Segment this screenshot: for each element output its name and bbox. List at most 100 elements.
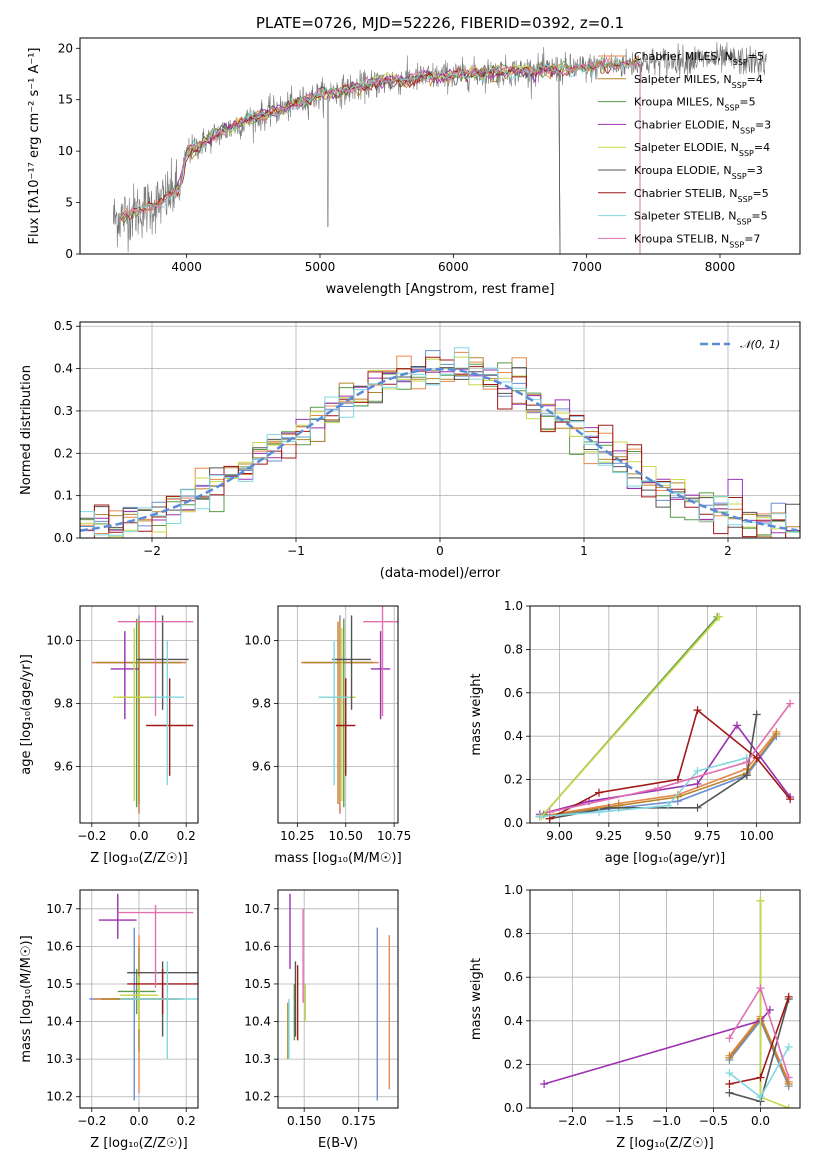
- histogram-step: [80, 356, 800, 538]
- panel-mass-vs-EBV: 0.150 0.175 10.2 10.3 10.4 10.5 10.6 10.7 E(B-V): [244, 889, 399, 1151]
- errorbar-point: [363, 606, 398, 717]
- x-tick-label: 9.75: [694, 829, 721, 843]
- errorbar-point: [117, 905, 194, 988]
- y-tick-label: 1.0: [504, 883, 523, 897]
- errorbar-point: [117, 968, 156, 1015]
- x-axis-label: (data-model)/error: [380, 566, 501, 581]
- x-tick-label: 10.00: [739, 829, 773, 843]
- legend-label: Kroupa ELODIE, NSSP=3: [634, 164, 763, 181]
- y-tick-label: 5: [65, 196, 73, 210]
- weight-marker: [752, 710, 761, 719]
- y-tick-label: 9.6: [252, 759, 271, 773]
- weight-marker: [756, 1073, 765, 1082]
- x-tick-label: 0.0: [751, 1114, 770, 1128]
- y-tick-label: 20: [58, 41, 73, 55]
- weight-marker: [784, 1042, 793, 1051]
- y-tick-label: 10.3: [244, 1052, 271, 1066]
- plot-area: [535, 612, 795, 823]
- panel-mass-weight-vs-age: 9.00 9.25 9.50 9.75 10.00 0.0 0.2 0.4 0.6 0.8 1.0 a…: [469, 599, 801, 866]
- panel-spectrum: 4000 5000 6000 7000 8000 0 5 10 15 20 wavelength […: [27, 37, 801, 297]
- x-tick-label: 0.0: [129, 1114, 148, 1128]
- x-tick-label: 8000: [705, 260, 736, 274]
- plot-area: [301, 606, 398, 814]
- weight-marker: [594, 788, 603, 797]
- errorbar-point: [96, 621, 182, 805]
- x-tick-label: 10.25: [280, 829, 314, 843]
- weight-marker: [756, 896, 765, 905]
- spectrum-legend: Chabrier MILES, NSSP=5 Salpeter MILES, NS…: [598, 50, 771, 249]
- panel-age-vs-Z: −0.2 0.0 0.2 9.6 9.8 10.0 Z [log₁₀(Z/Z☉)] age […: [19, 605, 199, 866]
- x-tick-label: −0.2: [77, 829, 106, 843]
- y-tick-label: 10: [58, 144, 73, 158]
- weight-marker: [772, 730, 781, 739]
- x-tick-label: 0.0: [129, 829, 148, 843]
- y-axis-label: mass [log₁₀(M/M☉)]: [19, 935, 34, 1062]
- weight-marker: [693, 766, 702, 775]
- y-axis-label: mass weight: [469, 673, 484, 755]
- y-tick-label: 10.4: [46, 1015, 73, 1029]
- model-spectrum-line: [119, 56, 641, 254]
- y-tick-label: 10.4: [244, 1015, 271, 1029]
- model-spectrum-line: [173, 66, 561, 254]
- weight-marker: [784, 1104, 793, 1108]
- weight-marker: [693, 706, 702, 715]
- errorbar-point: [89, 927, 180, 1101]
- weight-marker: [594, 808, 603, 817]
- y-tick-label: 10.6: [244, 939, 271, 953]
- y-tick-label: 10.5: [46, 977, 73, 991]
- y-tick-label: 0.2: [504, 1057, 523, 1071]
- weight-marker: [725, 1053, 734, 1062]
- weight-series-line: [729, 996, 790, 1085]
- weight-marker: [715, 612, 724, 621]
- legend-label: Salpeter MILES, NSSP=4: [634, 73, 763, 90]
- weight-marker: [742, 771, 751, 780]
- x-tick-label: −2.0: [558, 1114, 587, 1128]
- errorbar-point: [150, 640, 184, 786]
- x-tick-label: 10.50: [329, 829, 363, 843]
- axes-frame: [529, 605, 801, 824]
- errorbar-point: [370, 631, 391, 720]
- y-tick-label: 0.5: [54, 319, 73, 333]
- x-axis-label: mass [log₁₀(M/M☉)]: [274, 851, 401, 866]
- weight-marker: [732, 721, 741, 730]
- x-tick-label: −0.2: [77, 1114, 106, 1128]
- plot-area: [113, 41, 767, 254]
- y-tick-label: 10.7: [244, 902, 271, 916]
- x-tick-label: 10.75: [377, 829, 411, 843]
- y-tick-label: 0.3: [54, 404, 73, 418]
- errorbar-point: [318, 640, 350, 786]
- weight-marker: [545, 808, 554, 817]
- panel-mass-weight-vs-Z: −2.0 −1.5 −1.0 −0.5 0.0 0.0 0.2 0.4 0.6 0.8 1.0 Z […: [469, 883, 801, 1151]
- axes-frame: [79, 321, 801, 539]
- y-tick-label: 9.8: [54, 696, 73, 710]
- y-axis-label: age [log₁₀(age/yr)]: [19, 654, 34, 775]
- y-tick-label: 10.2: [244, 1090, 271, 1104]
- legend-label: Kroupa MILES, NSSP=5: [634, 96, 756, 113]
- model-spectrum-line: [119, 56, 641, 254]
- legend-label: Chabrier MILES, NSSP=5: [634, 50, 764, 67]
- weight-marker: [784, 1073, 793, 1082]
- histogram-step: [80, 347, 800, 536]
- y-tick-label: 0.1: [54, 489, 73, 503]
- x-tick-label: 2: [724, 544, 732, 558]
- x-tick-label: −0.5: [699, 1114, 728, 1128]
- legend-label: Chabrier ELODIE, NSSP=3: [634, 118, 771, 135]
- errorbar-point: [127, 968, 198, 1015]
- normal-reference-curve: [80, 367, 798, 532]
- y-tick-label: 0.4: [504, 1014, 523, 1028]
- weight-marker: [786, 795, 795, 804]
- y-tick-label: 10.2: [46, 1090, 73, 1104]
- x-tick-label: −1: [287, 544, 305, 558]
- errorbar-point: [146, 678, 194, 776]
- plot-area: [91, 606, 194, 814]
- model-spectrum-line: [119, 56, 641, 254]
- plot-area: [540, 896, 793, 1108]
- errorbar-point: [336, 678, 356, 776]
- legend-label: 𝒩(0, 1): [740, 338, 780, 351]
- weight-marker: [756, 984, 765, 993]
- figure-title: PLATE=0726, MJD=52226, FIBERID=0392, z=0…: [256, 14, 624, 32]
- x-tick-label: 1: [580, 544, 588, 558]
- y-tick-label: 0.2: [504, 773, 523, 787]
- weight-marker: [663, 801, 672, 810]
- y-tick-label: 9.8: [252, 696, 271, 710]
